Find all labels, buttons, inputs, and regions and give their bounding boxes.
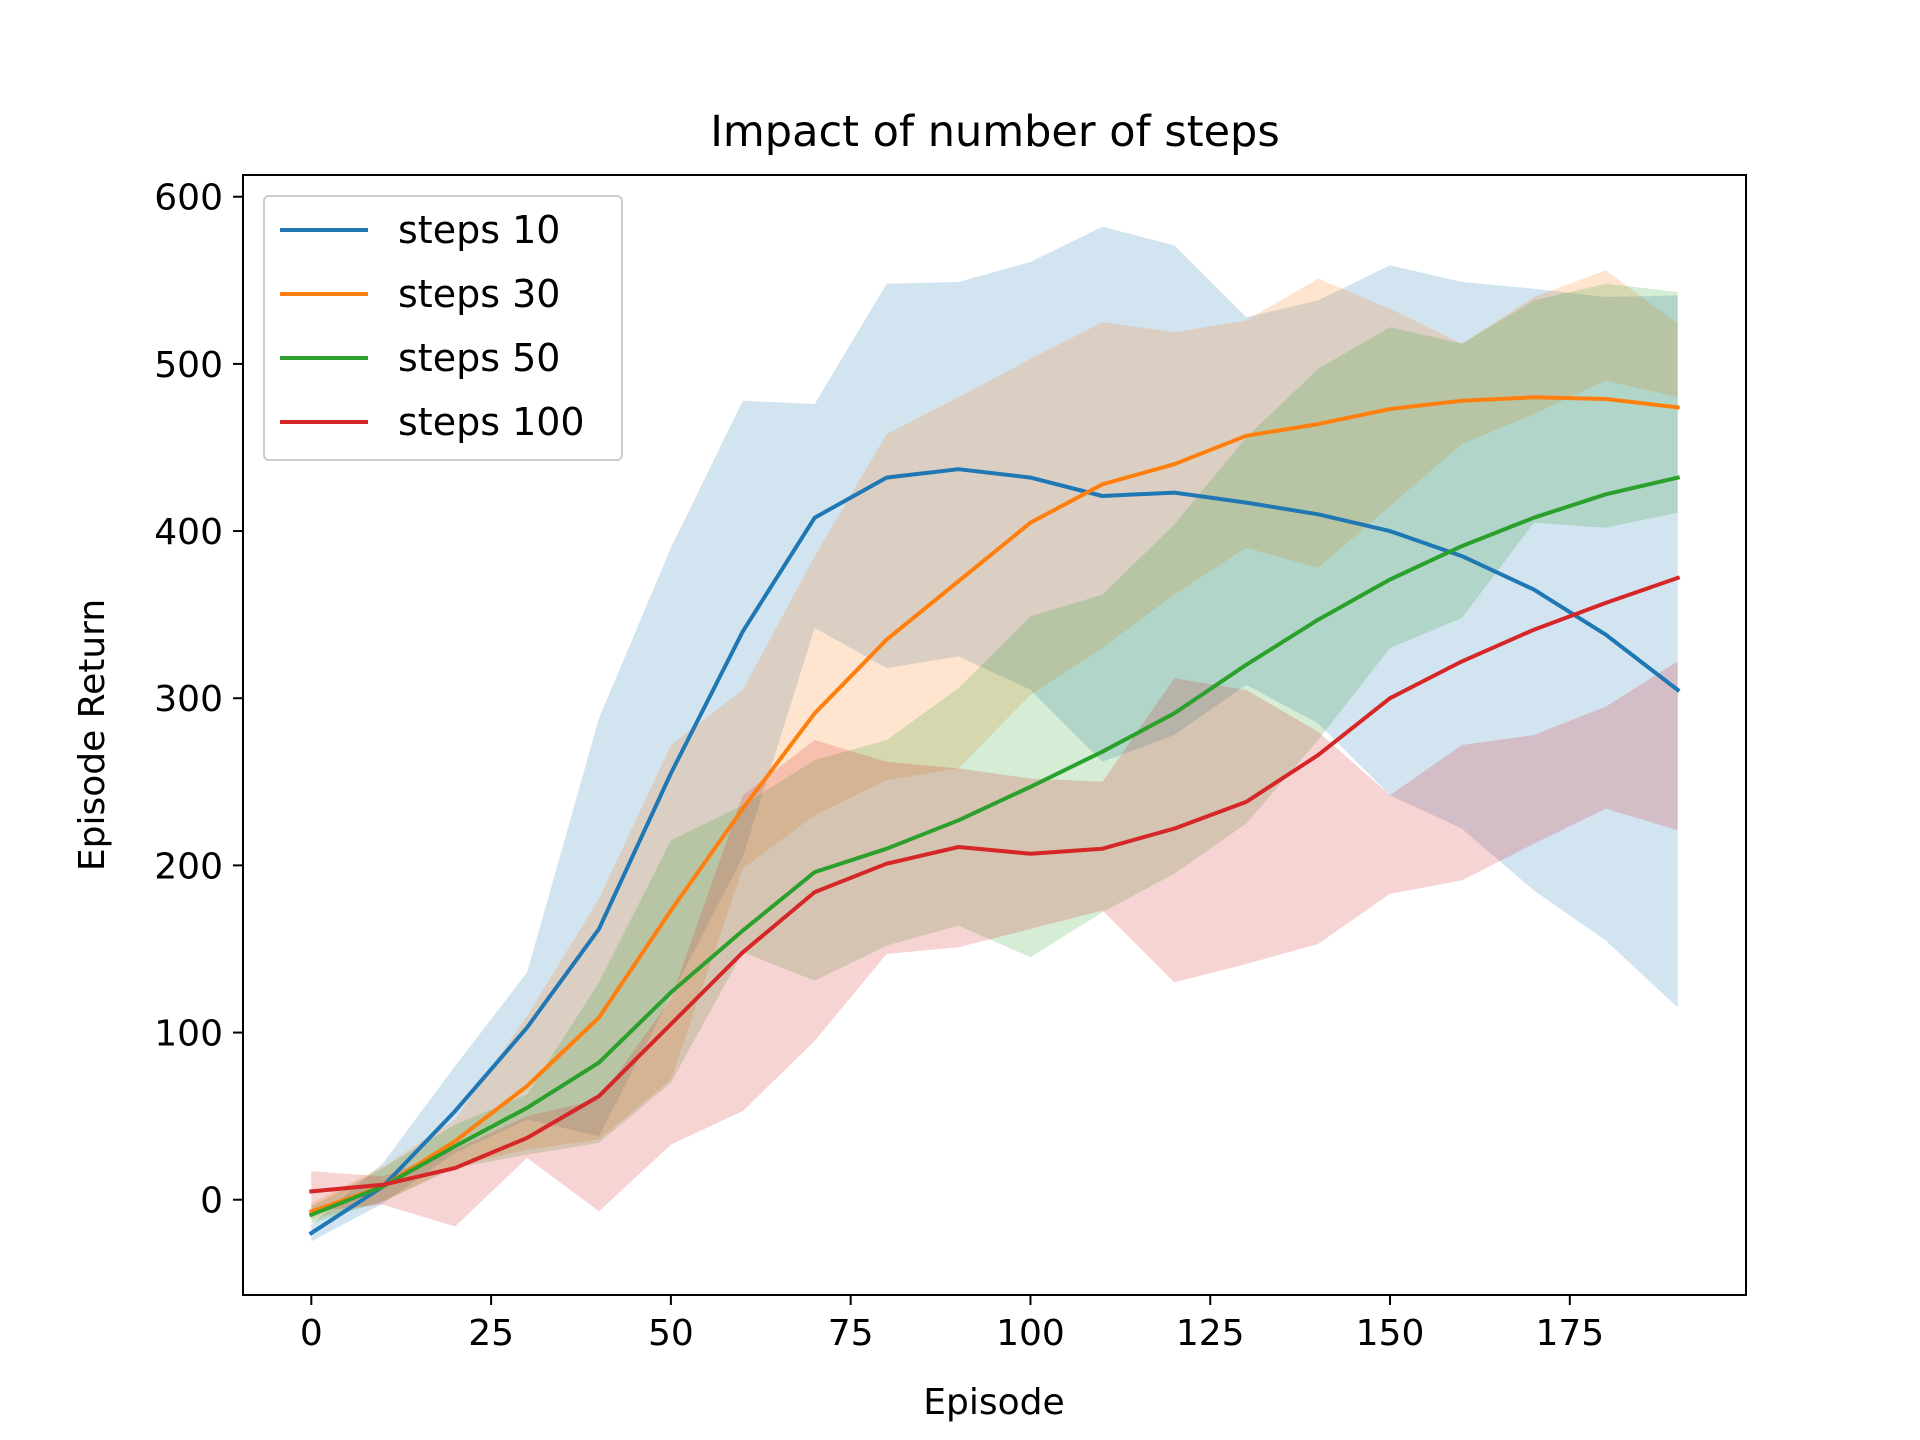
y-tick-label: 400 <box>154 512 223 553</box>
legend-label-steps-100: steps 100 <box>398 400 585 444</box>
legend-box <box>263 195 623 461</box>
y-tick-label: 100 <box>154 1014 223 1055</box>
legend-label-steps-30: steps 30 <box>398 272 560 316</box>
x-tick-label: 150 <box>1356 1313 1425 1354</box>
plot-frame <box>242 174 1747 1296</box>
x-tick-label: 75 <box>828 1313 874 1354</box>
chart-title: Impact of number of steps <box>710 107 1280 157</box>
x-axis-ticks: 0 25 50 75 100 125 150 175 <box>300 1295 1604 1354</box>
band-steps-100 <box>311 661 1678 1227</box>
x-tick-label: 175 <box>1535 1313 1604 1354</box>
y-tick-label: 500 <box>154 345 223 386</box>
line-steps-50 <box>308 475 1681 1218</box>
y-tick-label: 300 <box>154 679 223 720</box>
x-tick-label: 125 <box>1176 1313 1245 1354</box>
y-tick-label: 0 <box>200 1181 223 1222</box>
legend-label-steps-50: steps 50 <box>398 336 560 380</box>
legend-label-steps-10: steps 10 <box>398 208 560 252</box>
x-tick-label: 0 <box>300 1313 323 1354</box>
series-lines <box>308 395 1681 1236</box>
band-steps-30 <box>311 270 1678 1220</box>
x-axis-label: Episode <box>923 1382 1064 1423</box>
y-tick-label: 200 <box>154 846 223 887</box>
y-tick-label: 600 <box>154 178 223 219</box>
line-steps-100 <box>309 575 1681 1194</box>
y-axis-ticks: 0 100 200 300 400 500 600 <box>154 178 243 1222</box>
x-tick-label: 25 <box>468 1313 514 1354</box>
legend: steps 10 steps 30 steps 50 steps 100 <box>263 195 623 461</box>
line-steps-30 <box>308 395 1680 1214</box>
band-steps-10 <box>311 226 1678 1242</box>
y-axis-label: Episode Return <box>72 599 113 871</box>
x-tick-label: 50 <box>648 1313 694 1354</box>
x-tick-label: 100 <box>996 1313 1065 1354</box>
